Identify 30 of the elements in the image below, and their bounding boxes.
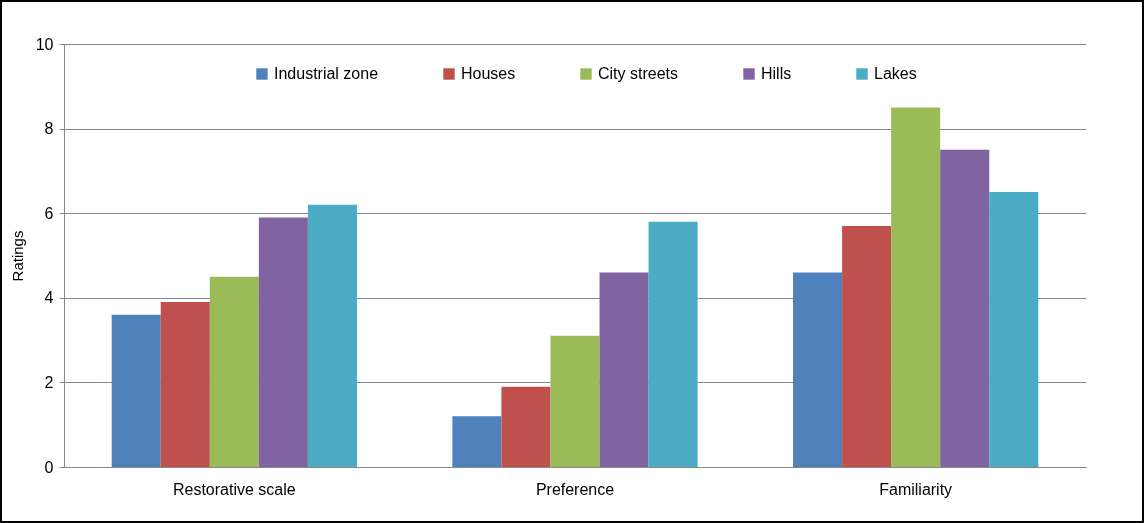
bar	[599, 272, 649, 467]
y-tick-label: 0	[44, 458, 54, 476]
y-axis-title: Ratings	[8, 230, 26, 282]
x-tick-label: Preference	[535, 480, 615, 498]
bar	[891, 107, 941, 467]
legend-label: City streets	[598, 65, 679, 82]
bar	[209, 276, 259, 467]
bar	[258, 217, 308, 467]
bar	[842, 225, 892, 467]
y-tick-label: 10	[35, 35, 54, 53]
y-tick-label: 4	[44, 289, 54, 307]
bar	[452, 416, 502, 467]
bar	[307, 204, 357, 467]
bar	[501, 386, 551, 467]
legend-label: Hills	[761, 65, 792, 82]
bar	[989, 192, 1039, 467]
legend-label: Houses	[461, 65, 516, 82]
bar	[111, 314, 161, 467]
legend-label: Lakes	[874, 65, 917, 82]
y-tick-label: 6	[44, 204, 54, 222]
bar	[793, 272, 843, 467]
bar	[160, 302, 210, 467]
bar	[550, 335, 600, 467]
y-tick-label: 2	[44, 373, 54, 391]
legend-label: Industrial zone	[274, 65, 379, 82]
bar	[648, 221, 698, 467]
y-tick-label: 8	[44, 120, 54, 138]
x-tick-label: Restorative scale	[172, 480, 296, 498]
bar	[940, 149, 990, 467]
x-tick-label: Familiarity	[879, 480, 953, 498]
